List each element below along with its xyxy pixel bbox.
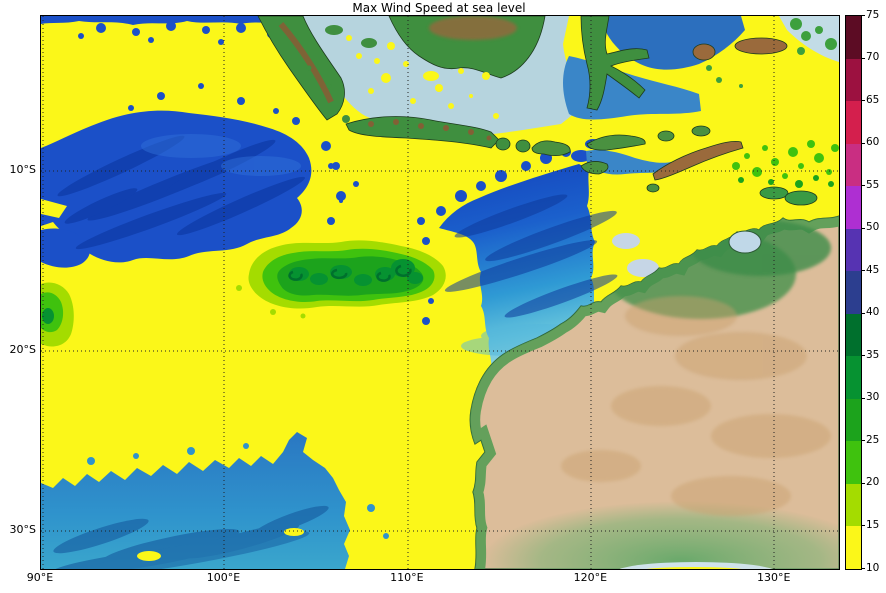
colorbar-tick-mark bbox=[861, 397, 865, 399]
island-lombok bbox=[515, 139, 531, 153]
colorbar-segment-70-75 bbox=[846, 16, 861, 59]
joseph-bonaparte-gulf bbox=[728, 230, 762, 254]
wind-speckles-java-sea bbox=[346, 35, 499, 119]
colorbar-tick-label: 60 bbox=[866, 136, 880, 149]
cyclone-cores-35 bbox=[288, 264, 412, 282]
graticule-gridlines bbox=[41, 16, 839, 569]
island-buru bbox=[692, 43, 716, 61]
colorbar-segment-15-20 bbox=[846, 483, 861, 527]
colorbar-tick-mark bbox=[861, 568, 865, 569]
island-seram bbox=[734, 37, 788, 55]
colorbar-tick-label: 55 bbox=[866, 178, 880, 191]
colorbar-tick-label: 45 bbox=[866, 263, 880, 276]
colorbar-segment-55-60 bbox=[846, 143, 861, 187]
colorbar-segment-10-15 bbox=[846, 526, 861, 569]
x-tick-label: 90°E bbox=[26, 571, 54, 584]
colorbar-tick-label: 50 bbox=[866, 221, 880, 234]
island-timor bbox=[652, 140, 744, 181]
colorbar-tick-label: 40 bbox=[866, 306, 880, 319]
colorbar-tick-label: 15 bbox=[866, 518, 880, 531]
colorbar-segment-35-40 bbox=[846, 313, 861, 357]
colorbar-segment-60-65 bbox=[846, 101, 861, 144]
colorbar-segment-50-55 bbox=[846, 186, 861, 229]
island-alor bbox=[657, 130, 675, 142]
colorbar bbox=[845, 15, 862, 570]
savu-sea bbox=[586, 149, 675, 175]
cyclone-cores-30 bbox=[289, 259, 423, 286]
ocean-speckles-west bbox=[128, 83, 359, 225]
figure-title: Max Wind Speed at sea level bbox=[352, 1, 526, 15]
bight-wind bbox=[646, 567, 742, 569]
colorbar-segment-25-30 bbox=[846, 398, 861, 442]
islands-northeast bbox=[706, 18, 837, 88]
colorbar-segment-45-50 bbox=[846, 228, 861, 272]
colorbar-tick-label: 35 bbox=[866, 348, 880, 361]
islands-bangka-belitung bbox=[306, 25, 377, 123]
colorbar-tick-label: 65 bbox=[866, 93, 880, 106]
wind-speckles-timor-sea bbox=[732, 140, 839, 188]
colorbar-tick-mark bbox=[861, 355, 865, 357]
island-rote bbox=[646, 183, 660, 193]
island-sumbawa bbox=[531, 140, 571, 156]
wind-patch-west-edge bbox=[41, 282, 74, 347]
x-tick-label: 100°E bbox=[206, 571, 241, 584]
y-tick-label: 10°S bbox=[9, 162, 36, 176]
colorbar-tick-mark bbox=[861, 312, 865, 314]
colorbar-tick-mark bbox=[861, 100, 865, 102]
map-canvas bbox=[41, 16, 839, 569]
landmass-sulawesi bbox=[580, 16, 650, 111]
y-tick-label: 30°S bbox=[9, 523, 36, 537]
colorbar-tick-mark bbox=[861, 482, 865, 484]
cyclone-contour-25 bbox=[277, 256, 424, 296]
colorbar-tick-mark bbox=[861, 185, 865, 187]
cyclone-track bbox=[236, 240, 446, 319]
map-plot-area bbox=[40, 15, 840, 570]
colorbar-tick-mark bbox=[861, 440, 865, 442]
colorbar-tick-mark bbox=[861, 227, 865, 229]
colorbar-segment-65-70 bbox=[846, 58, 861, 102]
island-wetar bbox=[691, 125, 711, 137]
ocean-region-southwest bbox=[41, 432, 389, 569]
y-tick-label: 20°S bbox=[9, 343, 36, 357]
colorbar-tick-mark bbox=[861, 525, 865, 527]
colorbar-tick-label: 70 bbox=[866, 51, 880, 64]
colorbar-segment-30-35 bbox=[846, 356, 861, 399]
colorbar-tick-mark bbox=[861, 270, 865, 272]
x-tick-label: 110°E bbox=[390, 571, 424, 584]
island-bali bbox=[495, 137, 511, 151]
island-flores bbox=[586, 134, 646, 151]
colorbar-tick-mark bbox=[861, 142, 865, 144]
colorbar-tick-label: 10 bbox=[866, 561, 880, 574]
x-tick-label: 120°E bbox=[573, 571, 608, 584]
colorbar-tick-label: 30 bbox=[866, 391, 880, 404]
landmass-sumatra bbox=[257, 16, 345, 121]
colorbar-tick-label: 20 bbox=[866, 476, 880, 489]
colorbar-tick-label: 75 bbox=[866, 8, 880, 21]
colorbar-tick-mark bbox=[861, 15, 865, 16]
colorbar-segment-40-45 bbox=[846, 271, 861, 314]
landmass-java bbox=[345, 116, 500, 149]
colorbar-tick-mark bbox=[861, 57, 865, 59]
colorbar-segment-20-25 bbox=[846, 441, 861, 484]
colorbar-tick-label: 25 bbox=[866, 433, 880, 446]
islands-indonesia bbox=[257, 16, 837, 206]
bight-shelf bbox=[619, 562, 773, 569]
x-tick-label: 130°E bbox=[757, 571, 791, 584]
